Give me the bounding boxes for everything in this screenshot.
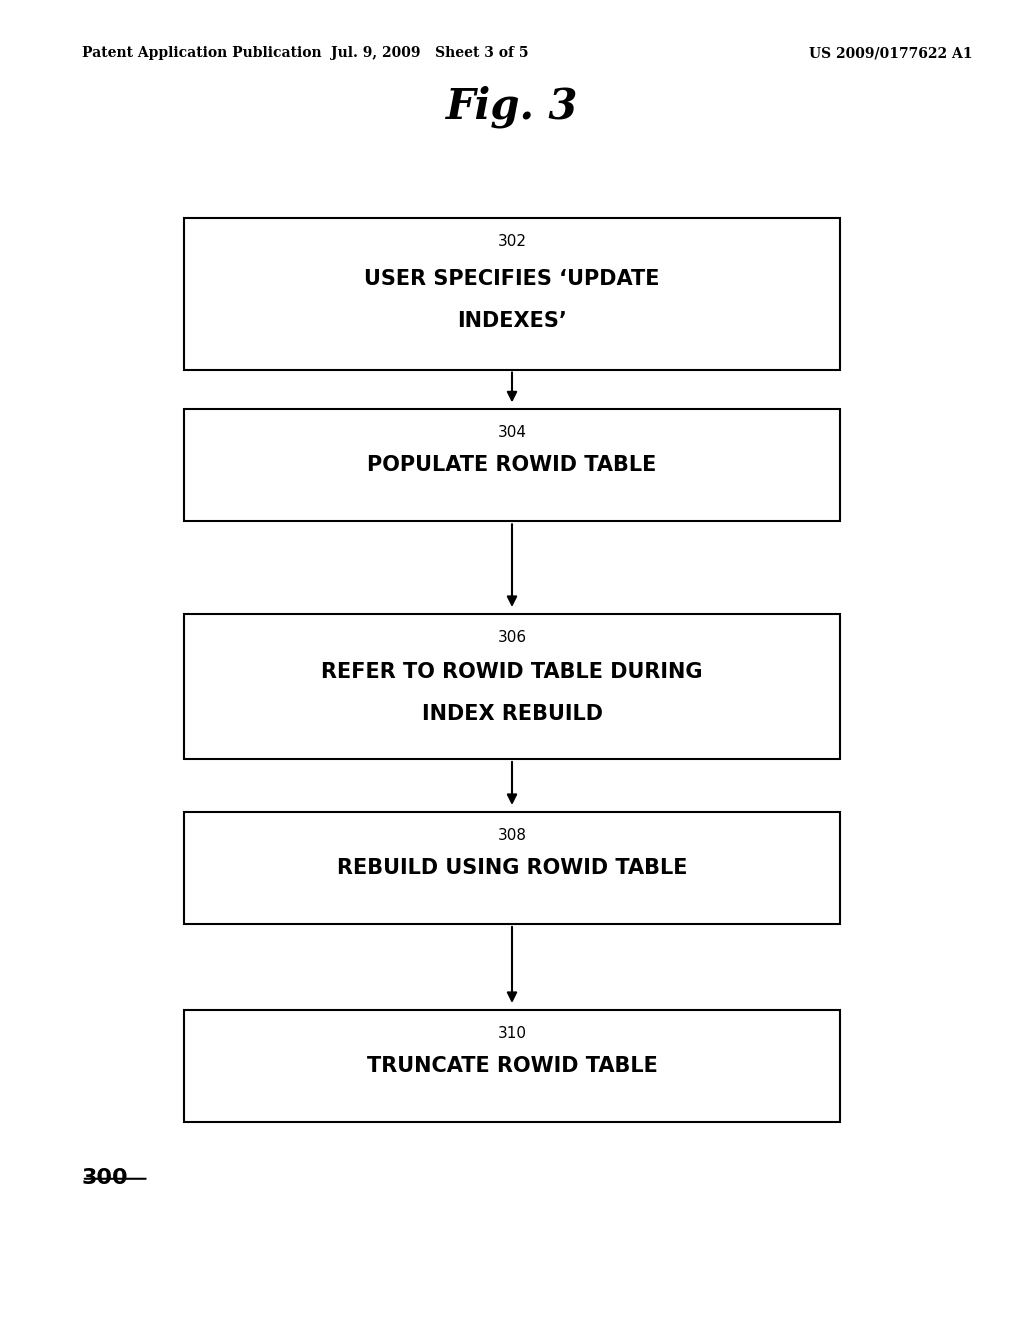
Text: USER SPECIFIES ‘UPDATE: USER SPECIFIES ‘UPDATE [365, 269, 659, 289]
FancyBboxPatch shape [184, 614, 840, 759]
Text: 310: 310 [498, 1026, 526, 1040]
Text: 302: 302 [498, 234, 526, 248]
Text: Fig. 3: Fig. 3 [445, 86, 579, 128]
Text: REBUILD USING ROWID TABLE: REBUILD USING ROWID TABLE [337, 858, 687, 878]
Text: 308: 308 [498, 828, 526, 842]
Text: REFER TO ROWID TABLE DURING: REFER TO ROWID TABLE DURING [322, 661, 702, 682]
Text: 304: 304 [498, 425, 526, 440]
Text: Jul. 9, 2009   Sheet 3 of 5: Jul. 9, 2009 Sheet 3 of 5 [332, 46, 528, 61]
FancyBboxPatch shape [184, 1010, 840, 1122]
Text: INDEXES’: INDEXES’ [457, 312, 567, 331]
FancyBboxPatch shape [184, 409, 840, 521]
Text: Patent Application Publication: Patent Application Publication [82, 46, 322, 61]
Text: TRUNCATE ROWID TABLE: TRUNCATE ROWID TABLE [367, 1056, 657, 1076]
Text: 306: 306 [498, 630, 526, 644]
Text: POPULATE ROWID TABLE: POPULATE ROWID TABLE [368, 455, 656, 475]
FancyBboxPatch shape [184, 218, 840, 370]
Text: INDEX REBUILD: INDEX REBUILD [422, 704, 602, 725]
FancyBboxPatch shape [184, 812, 840, 924]
Text: 300: 300 [82, 1168, 129, 1188]
Text: US 2009/0177622 A1: US 2009/0177622 A1 [809, 46, 973, 61]
